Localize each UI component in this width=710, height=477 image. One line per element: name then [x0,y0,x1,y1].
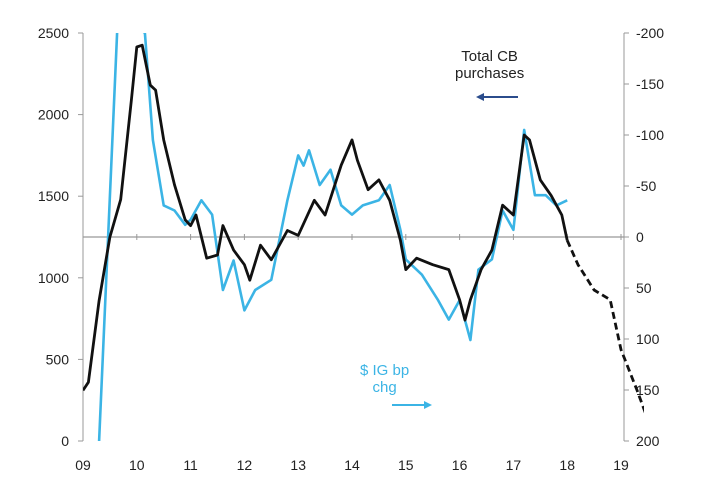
annotation-ig: $ IG bp chg [360,362,409,396]
left-tick-label: 1000 [38,270,69,286]
x-tick-label: 11 [183,457,198,473]
series-line-2 [97,33,568,441]
annotation-cb-line2: purchases [455,65,525,82]
annotation-ig-line1: $ IG bp [360,362,410,379]
x-tick-label: 13 [290,457,306,473]
right-tick-label: -100 [636,127,664,143]
x-tick-label: 17 [506,457,522,473]
right-tick-label: 200 [636,433,660,449]
x-tick-label: 18 [559,457,575,473]
x-tick-label: 12 [237,457,253,473]
right-tick-label: 100 [636,331,660,347]
x-tick-label: 16 [452,457,468,473]
right-tick-label: 150 [636,382,660,398]
right-tick-label: 0 [636,229,644,245]
left-tick-label: 1500 [38,188,69,204]
left-tick-label: 2500 [38,25,69,41]
x-tick-label: 19 [613,457,629,473]
arrow-left-icon-head [476,93,484,101]
left-tick-label: 0 [61,433,69,449]
right-tick-label: -50 [636,178,656,194]
left-tick-label: 2000 [38,107,69,123]
annotation-cb-line1: Total CB [461,48,518,65]
arrow-right-icon-head [424,401,432,409]
x-tick-label: 09 [75,457,91,473]
right-tick-label: 50 [636,280,652,296]
left-tick-label: 500 [46,351,70,367]
x-tick-label: 10 [129,457,145,473]
x-tick-label: 15 [398,457,414,473]
right-tick-label: -150 [636,76,664,92]
annotation-cb: Total CB purchases [455,48,524,82]
x-tick-label: 14 [344,457,360,473]
annotation-ig-line2: chg [372,379,397,396]
right-tick-label: -200 [636,25,664,41]
